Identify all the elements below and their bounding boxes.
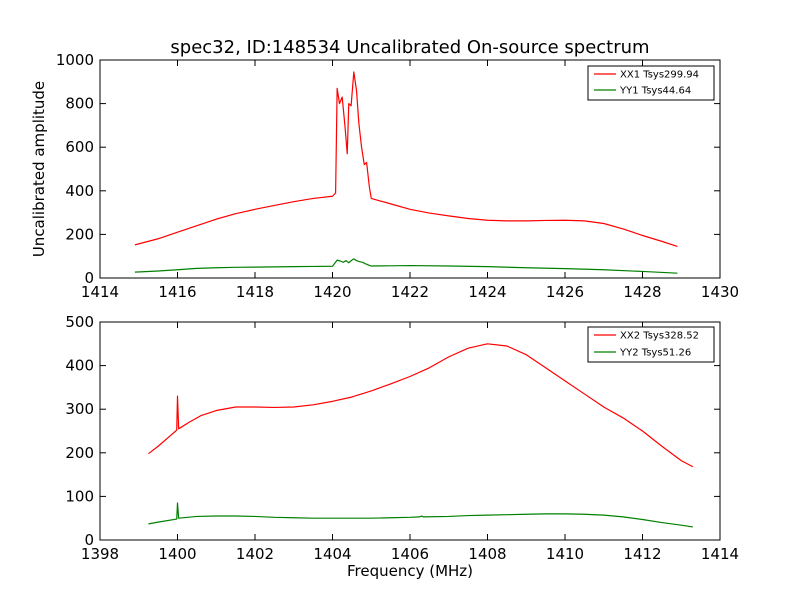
series-layer <box>134 71 678 274</box>
y-tick-label: 0 <box>84 269 94 287</box>
legend-label-xx2: XX2 Tsys328.52 <box>620 331 699 342</box>
legend-box <box>587 65 715 101</box>
bottom-chart: Frequency (MHz) 1398 1400 1402 1404 1406 1408… <box>65 313 739 580</box>
x-tick-label: 1416 <box>158 283 196 301</box>
y-tick-label: 300 <box>65 400 94 418</box>
y-tick-label: 200 <box>65 225 94 243</box>
y-tick-label: 800 <box>65 95 94 113</box>
y-tick-label: 200 <box>65 444 94 462</box>
chart-title: spec32, ID:148534 Uncalibrated On-source… <box>170 37 649 58</box>
legend-label-yy2: YY2 Tsys51.26 <box>619 348 691 359</box>
y-tick-label: 0 <box>84 531 94 549</box>
top-chart: spec32, ID:148534 Uncalibrated On-source… <box>30 37 739 301</box>
x-tick-label: 1422 <box>391 283 429 301</box>
legend-label-yy1: YY1 Tsys44.64 <box>619 86 691 97</box>
x-tick-label: 1410 <box>546 545 584 563</box>
x-tick-label: 1418 <box>236 283 274 301</box>
y-axis-label: Uncalibrated amplitude <box>30 81 48 257</box>
legend-label-xx1: XX1 Tsys299.94 <box>620 70 699 81</box>
x-tick-label: 1406 <box>391 545 429 563</box>
series-line-xx2 <box>148 343 694 468</box>
series-layer <box>148 343 694 528</box>
x-tick-label: 1426 <box>546 283 584 301</box>
x-tick-label: 1430 <box>701 283 739 301</box>
y-tick-label: 1000 <box>56 51 94 69</box>
x-axis-label: Frequency (MHz) <box>347 562 473 580</box>
x-tick-label: 1402 <box>236 545 274 563</box>
legend: XX2 Tsys328.52 YY2 Tsys51.26 <box>587 326 715 363</box>
x-tick-label: 1398 <box>81 545 119 563</box>
series-line-yy2 <box>148 502 693 528</box>
x-tick-label: 1424 <box>468 283 506 301</box>
x-tick-label: 1414 <box>701 545 739 563</box>
x-tick-label: 1420 <box>313 283 351 301</box>
y-tick-label: 400 <box>65 357 94 375</box>
y-tick-label: 400 <box>65 182 94 200</box>
series-line-yy1 <box>134 258 678 274</box>
x-tick-label: 1404 <box>313 545 351 563</box>
y-tick-label: 100 <box>65 487 94 505</box>
ticks-layer: 1398 1400 1402 1404 1406 1408 1410 1412 1414 0 100… <box>65 313 739 563</box>
y-tick-label: 500 <box>65 313 94 331</box>
x-tick-label: 1428 <box>623 283 661 301</box>
x-tick-label: 1400 <box>158 545 196 563</box>
series-line-xx1 <box>134 71 678 247</box>
legend: XX1 Tsys299.94 YY1 Tsys44.64 <box>587 65 715 101</box>
x-tick-label: 1412 <box>623 545 661 563</box>
legend-box <box>587 326 715 363</box>
x-tick-label: 1414 <box>81 283 119 301</box>
ticks-layer: 1414 1416 1418 1420 1422 1424 1426 1428 1430 0 200… <box>56 51 739 301</box>
x-tick-label: 1408 <box>468 545 506 563</box>
y-tick-label: 600 <box>65 138 94 156</box>
